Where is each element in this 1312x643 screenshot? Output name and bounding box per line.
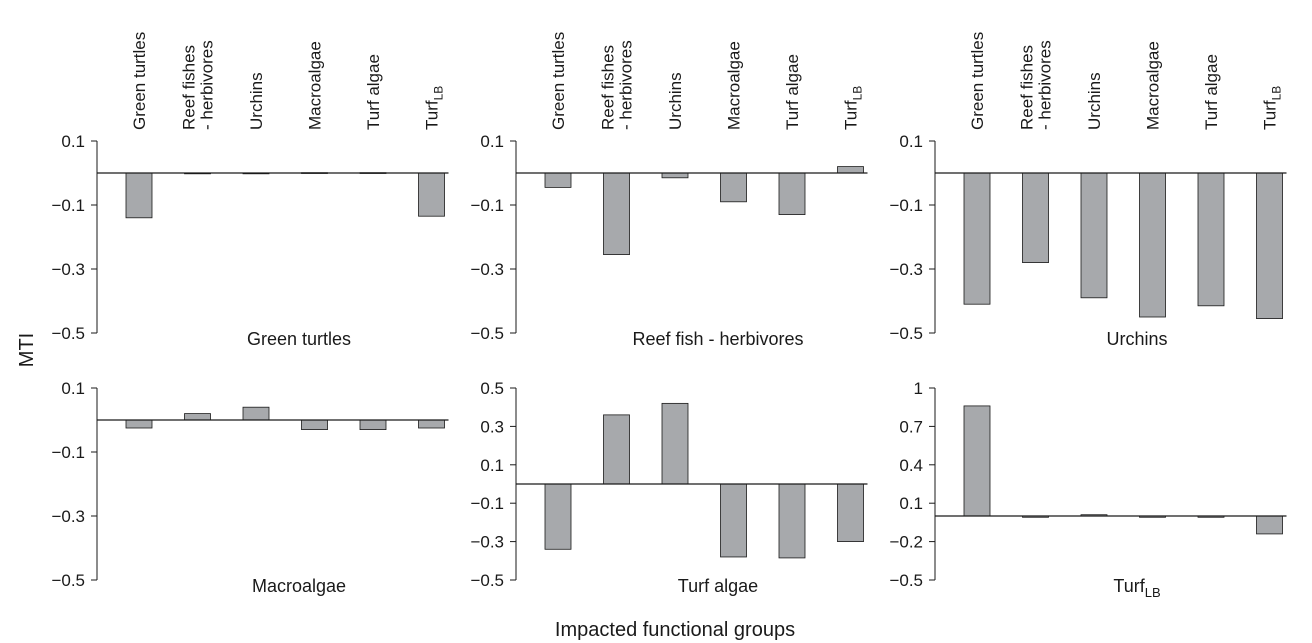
category-label-line2: - herbivores — [1036, 40, 1055, 130]
panel-2: 0.1 −0.1 −0.3 −0.5 Reef fish - herbivores Gre… — [470, 32, 868, 349]
y-tick-label: −0.3 — [51, 507, 85, 526]
y-tick-label: −0.5 — [470, 571, 504, 590]
y-tick-label: −0.3 — [470, 260, 504, 279]
y-tick-label: 0.1 — [899, 494, 923, 513]
category-label: TurfLB — [1261, 86, 1284, 130]
bar-reef-fishes-herbivores — [1022, 172, 1049, 263]
y-tick-label: −0.3 — [470, 533, 504, 552]
bar-turflb — [837, 483, 864, 542]
bar-green-turtles — [963, 172, 991, 305]
bar-turf-algae — [778, 172, 806, 215]
bar-macroalgae — [720, 483, 747, 558]
bar-macroalgae — [301, 419, 328, 431]
bar-turflb — [837, 166, 864, 174]
y-tick-label: −0.1 — [470, 196, 504, 215]
category-label: Green turtles — [130, 32, 149, 130]
panel-title: Urchins — [1106, 329, 1167, 349]
category-label: Turf algae — [364, 54, 383, 130]
category-label: Macroalgae — [1144, 41, 1163, 130]
bar-turflb — [1256, 172, 1283, 320]
panel-title: Green turtles — [247, 329, 351, 349]
category-label: Macroalgae — [306, 41, 325, 130]
bar-turflb — [418, 419, 445, 429]
x-axis-title: Impacted functional groups — [555, 619, 795, 641]
panel-3: 0.1 −0.1 −0.3 −0.5 Urchins Green turtles Reef … — [889, 32, 1287, 349]
category-label: TurfLB — [423, 86, 446, 130]
category-label-line1: Reef fishes — [180, 45, 199, 130]
category-label: Urchins — [666, 72, 685, 130]
panel-title: Macroalgae — [252, 576, 346, 596]
bar-reef-fishes-herbivores — [603, 414, 630, 485]
y-tick-label: −0.5 — [51, 571, 85, 590]
category-label-line2: - herbivores — [617, 40, 636, 130]
panel-6: 1 0.7 0.4 0.1 −0.2 −0.5 TurfLB — [889, 379, 1287, 600]
bar-green-turtles — [963, 405, 991, 517]
category-label: TurfLB — [842, 86, 865, 130]
y-tick-label: −0.5 — [889, 324, 923, 343]
y-tick-label: −0.2 — [889, 533, 923, 552]
category-label: Green turtles — [549, 32, 568, 130]
y-tick-label: 0.5 — [480, 379, 504, 398]
panel-title: Turf algae — [678, 576, 758, 596]
category-label-line1: Reef fishes — [599, 45, 618, 130]
y-tick-label: 0.1 — [480, 456, 504, 475]
y-tick-label: −0.1 — [51, 443, 85, 462]
bar-turflb — [418, 172, 445, 217]
y-tick-label: −0.5 — [470, 324, 504, 343]
y-tick-label: −0.3 — [889, 260, 923, 279]
bar-urchins — [242, 406, 270, 421]
y-tick-label: 0.7 — [899, 417, 923, 436]
y-tick-label: −0.1 — [889, 196, 923, 215]
bar-green-turtles — [544, 172, 572, 188]
bar-urchins — [661, 402, 689, 485]
bar-urchins — [661, 172, 689, 179]
bar-macroalgae — [720, 172, 747, 203]
bar-green-turtles — [544, 483, 572, 550]
y-tick-label: 0.1 — [61, 379, 85, 398]
bar-urchins — [1080, 172, 1108, 299]
panel-title: TurfLB — [1113, 576, 1160, 600]
bar-reef-fishes-herbivores — [184, 413, 211, 421]
y-tick-label: 1 — [914, 379, 923, 398]
category-label: Urchins — [1085, 72, 1104, 130]
y-tick-label: −0.1 — [51, 196, 85, 215]
y-tick-label: 0.1 — [899, 132, 923, 151]
category-label: Macroalgae — [725, 41, 744, 130]
panel-1: 0.1 −0.1 −0.3 −0.5 Green turtles Green turtle… — [51, 32, 449, 349]
category-label-line1: Reef fishes — [1018, 45, 1037, 130]
y-tick-label: 0.4 — [899, 456, 923, 475]
bar-turf-algae — [778, 483, 806, 559]
bar-green-turtles — [125, 419, 153, 429]
category-label-line2: - herbivores — [198, 40, 217, 130]
bar-turf-algae — [359, 419, 387, 431]
category-label: Urchins — [247, 72, 266, 130]
bar-turf-algae — [1197, 172, 1225, 307]
bar-turflb — [1256, 515, 1283, 535]
y-tick-label: −0.5 — [51, 324, 85, 343]
category-label: Turf algae — [783, 54, 802, 130]
y-tick-label: −0.1 — [470, 494, 504, 513]
y-tick-label: 0.1 — [480, 132, 504, 151]
y-tick-label: −0.5 — [889, 571, 923, 590]
y-tick-label: 0.1 — [61, 132, 85, 151]
panel-4: 0.1 −0.1 −0.3 −0.5 Macroalgae — [51, 379, 449, 596]
y-axis-title: MTI — [16, 333, 38, 367]
bar-macroalgae — [1139, 172, 1166, 318]
panel-title: Reef fish - herbivores — [632, 329, 803, 349]
panel-5: 0.5 0.3 0.1 −0.1 −0.3 −0.5 Turf algae — [470, 379, 868, 596]
y-tick-label: −0.3 — [51, 260, 85, 279]
y-tick-label: 0.3 — [480, 417, 504, 436]
bar-reef-fishes-herbivores — [603, 172, 630, 255]
category-label: Green turtles — [968, 32, 987, 130]
category-label: Turf algae — [1202, 54, 1221, 130]
bar-green-turtles — [125, 172, 153, 219]
